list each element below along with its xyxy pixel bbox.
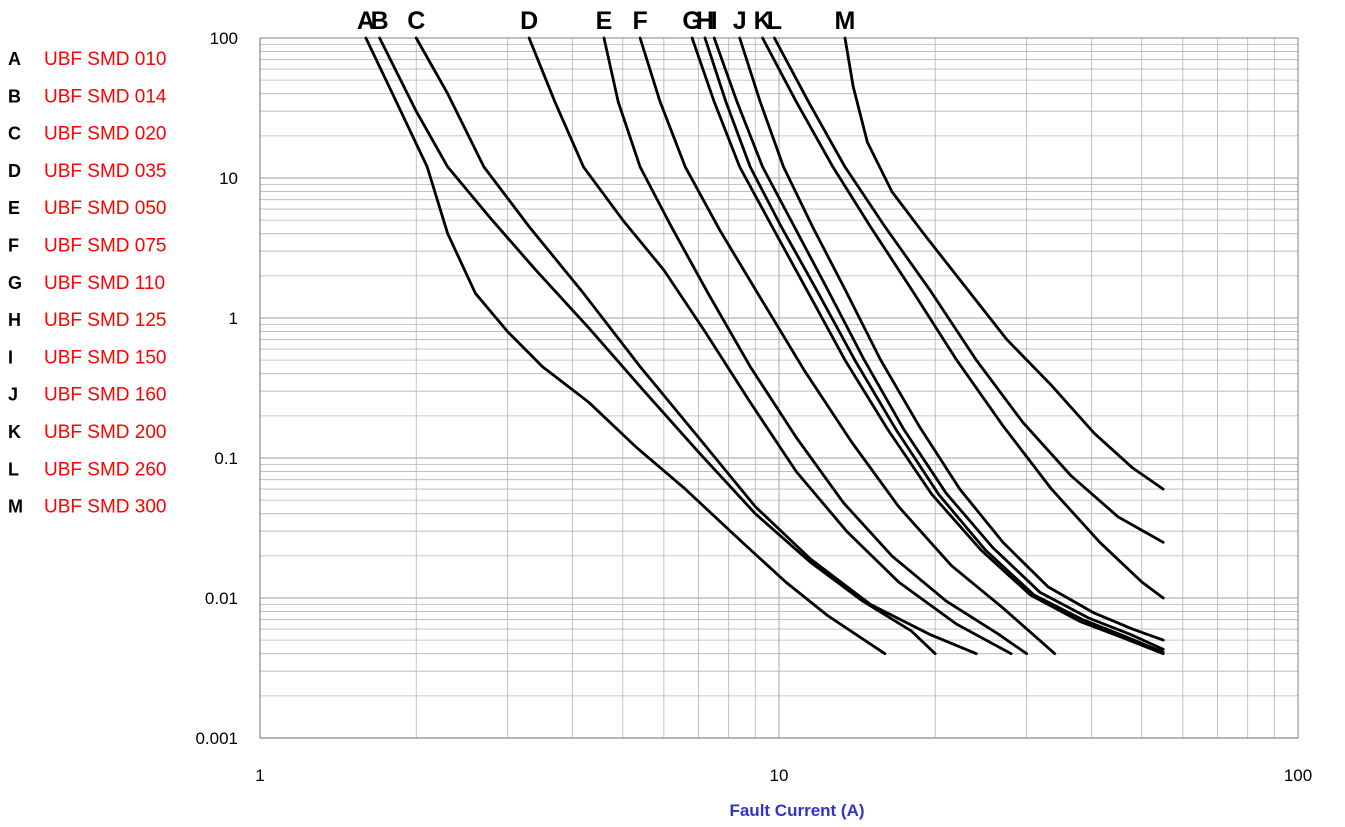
curve-letter-g: G bbox=[682, 7, 701, 35]
legend-name-g: UBF SMD 110 bbox=[44, 273, 165, 294]
plot-frame bbox=[259, 37, 1299, 739]
curve-letter-m: M bbox=[835, 7, 856, 35]
legend-name-l: UBF SMD 260 bbox=[44, 459, 166, 480]
legend-key-d: D bbox=[8, 161, 21, 181]
curve-i bbox=[712, 36, 1165, 651]
legend-key-h: H bbox=[8, 310, 21, 330]
curve-d bbox=[527, 36, 1013, 656]
x-tick-labels: 1 10 100 bbox=[255, 766, 1312, 785]
legend-key-g: G bbox=[8, 273, 22, 293]
y-tick-label: 100 bbox=[210, 29, 238, 48]
legend-name-m: UBF SMD 300 bbox=[44, 497, 166, 518]
curve-j bbox=[738, 36, 1165, 642]
curve-g bbox=[690, 36, 1165, 656]
legend-name-k: UBF SMD 200 bbox=[44, 422, 166, 443]
legend-name-h: UBF SMD 125 bbox=[44, 310, 166, 331]
curve-a bbox=[364, 36, 887, 656]
y-tick-label: 0.01 bbox=[205, 589, 238, 608]
y-tick-label: 0.1 bbox=[214, 449, 238, 468]
curve-e bbox=[602, 36, 1028, 656]
y-tick-labels: 0.001 0.01 0.1 1 10 100 bbox=[195, 29, 238, 748]
legend-key-c: C bbox=[8, 124, 21, 144]
chart-grid bbox=[259, 38, 1298, 739]
legend-name-j: UBF SMD 160 bbox=[44, 385, 166, 406]
legend-key-j: J bbox=[8, 385, 18, 405]
x-axis-label: Fault Current (A) bbox=[729, 801, 864, 820]
x-tick-label: 100 bbox=[1284, 766, 1312, 785]
curve-h bbox=[703, 36, 1165, 654]
curve-letter-e: E bbox=[596, 7, 613, 35]
curve-b bbox=[378, 36, 937, 656]
legend-name-c: UBF SMD 020 bbox=[44, 124, 166, 145]
legend-key-a: A bbox=[8, 49, 21, 69]
legend-key-k: K bbox=[8, 422, 21, 442]
legend-key-e: E bbox=[8, 198, 20, 218]
legend-name-b: UBF SMD 014 bbox=[44, 86, 167, 107]
curve-l bbox=[773, 36, 1165, 544]
x-tick-label: 1 bbox=[255, 766, 264, 785]
curve-lines bbox=[364, 36, 1165, 656]
legend: A UBF SMD 010 B UBF SMD 014 C UBF SMD 020 D UBF… bbox=[8, 49, 167, 518]
y-tick-label: 1 bbox=[229, 309, 238, 328]
curve-f bbox=[638, 36, 1057, 656]
curve-letter-l: L bbox=[767, 7, 782, 35]
legend-key-i: I bbox=[8, 347, 13, 367]
curve-letter-d: D bbox=[520, 7, 538, 35]
legend-name-f: UBF SMD 075 bbox=[44, 236, 166, 257]
legend-name-i: UBF SMD 150 bbox=[44, 347, 166, 368]
curve-letter-f: F bbox=[632, 7, 647, 35]
legend-key-m: M bbox=[8, 497, 23, 517]
curve-letter-labels: AB C D E F GHI J KL M bbox=[357, 7, 855, 35]
legend-name-d: UBF SMD 035 bbox=[44, 161, 166, 182]
curve-k bbox=[761, 36, 1165, 600]
legend-key-b: B bbox=[8, 86, 21, 106]
curve-letter-c: C bbox=[407, 7, 425, 35]
curve-letter-k: K bbox=[754, 7, 772, 35]
y-tick-label: 0.001 bbox=[195, 729, 238, 748]
curve-letter-i: I bbox=[711, 7, 718, 35]
legend-name-e: UBF SMD 050 bbox=[44, 198, 166, 219]
curve-letter-b: B bbox=[371, 7, 389, 35]
legend-key-f: F bbox=[8, 236, 19, 256]
curve-letter-a: A bbox=[357, 7, 375, 35]
legend-name-a: UBF SMD 010 bbox=[44, 49, 166, 70]
y-tick-label: 10 bbox=[219, 169, 238, 188]
legend-key-l: L bbox=[8, 459, 19, 479]
curve-letter-j: J bbox=[733, 7, 747, 35]
curve-m bbox=[843, 36, 1165, 491]
curve-c bbox=[414, 36, 978, 656]
x-tick-label: 10 bbox=[770, 766, 789, 785]
curve-letter-h: H bbox=[696, 7, 714, 35]
